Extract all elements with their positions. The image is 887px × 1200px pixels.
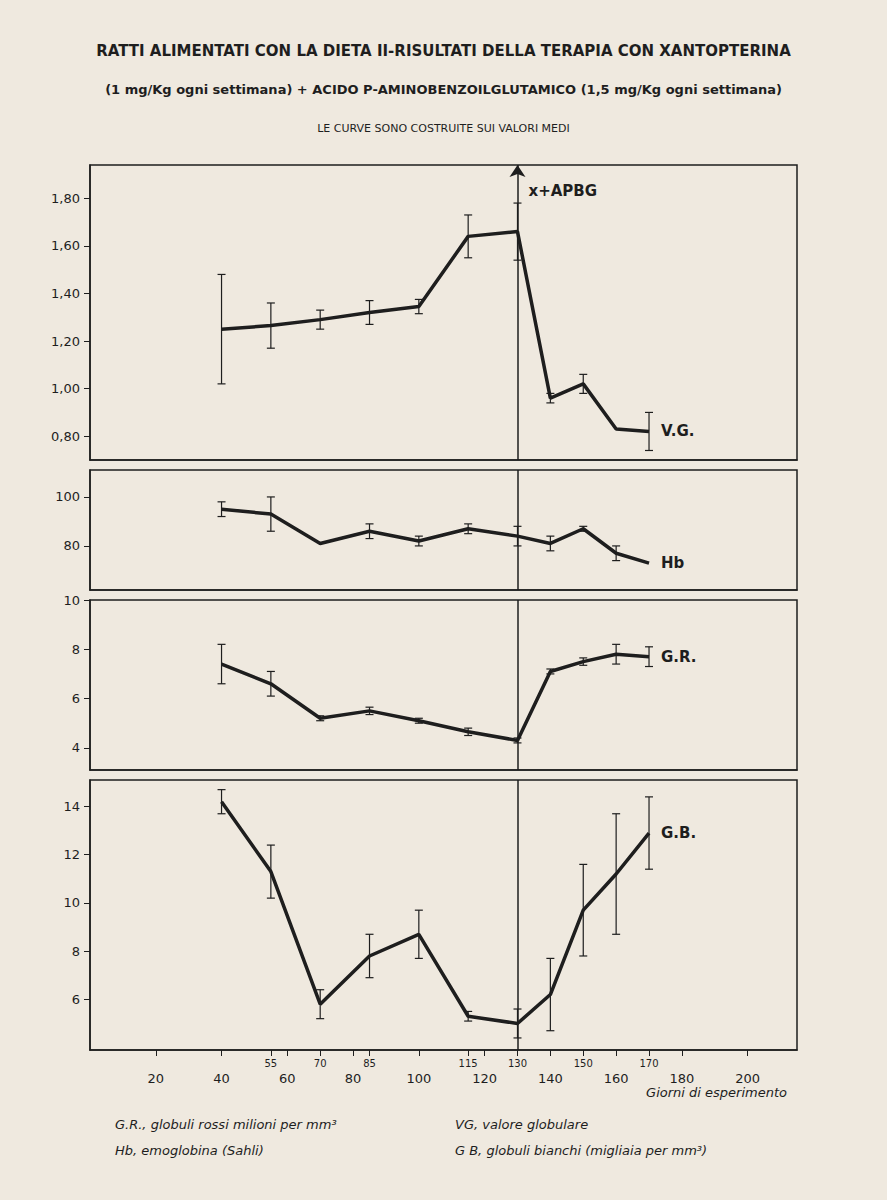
svg-text:1,00: 1,00 bbox=[51, 381, 80, 396]
svg-text:x+APBG: x+APBG bbox=[528, 182, 597, 200]
svg-text:1,20: 1,20 bbox=[51, 334, 80, 349]
svg-text:80: 80 bbox=[63, 538, 80, 553]
svg-text:(1 mg/Kg ogni settimana) + ACI: (1 mg/Kg ogni settimana) + ACIDO P-AMINO… bbox=[105, 82, 782, 97]
svg-text:200: 200 bbox=[735, 1071, 760, 1086]
svg-text:4: 4 bbox=[72, 740, 80, 755]
svg-text:VG, valore globulare: VG, valore globulare bbox=[455, 1117, 588, 1132]
svg-text:RATTI ALIMENTATI CON LA DIETA: RATTI ALIMENTATI CON LA DIETA II-RISULTA… bbox=[96, 42, 791, 60]
svg-text:100: 100 bbox=[55, 489, 80, 504]
svg-text:130: 130 bbox=[508, 1058, 527, 1069]
svg-text:G.R., globuli rossi milioni pe: G.R., globuli rossi milioni per mm³ bbox=[115, 1117, 337, 1132]
svg-text:G.R.: G.R. bbox=[661, 648, 697, 666]
svg-text:G B, globuli bianchi (migliaia: G B, globuli bianchi (migliaia per mm³) bbox=[455, 1143, 707, 1158]
svg-text:60: 60 bbox=[279, 1071, 296, 1086]
svg-text:Hb, emoglobina (Sahli): Hb, emoglobina (Sahli) bbox=[115, 1143, 264, 1158]
svg-text:120: 120 bbox=[472, 1071, 497, 1086]
svg-text:170: 170 bbox=[639, 1058, 658, 1069]
svg-text:6: 6 bbox=[72, 691, 80, 706]
svg-text:G.B.: G.B. bbox=[661, 824, 696, 842]
svg-text:140: 140 bbox=[538, 1071, 563, 1086]
svg-text:1,80: 1,80 bbox=[51, 191, 80, 206]
svg-text:40: 40 bbox=[213, 1071, 230, 1086]
svg-text:1,60: 1,60 bbox=[51, 238, 80, 253]
svg-text:6: 6 bbox=[72, 992, 80, 1007]
svg-text:14: 14 bbox=[63, 799, 80, 814]
svg-text:100: 100 bbox=[406, 1071, 431, 1086]
svg-text:Giorni di esperimento: Giorni di esperimento bbox=[646, 1085, 787, 1100]
svg-text:115: 115 bbox=[459, 1058, 478, 1069]
svg-text:8: 8 bbox=[72, 642, 80, 657]
svg-text:70: 70 bbox=[314, 1058, 327, 1069]
svg-text:85: 85 bbox=[363, 1058, 376, 1069]
svg-text:80: 80 bbox=[345, 1071, 362, 1086]
svg-text:V.G.: V.G. bbox=[661, 422, 694, 440]
svg-text:20: 20 bbox=[147, 1071, 164, 1086]
svg-text:180: 180 bbox=[669, 1071, 694, 1086]
svg-text:55: 55 bbox=[264, 1058, 277, 1069]
svg-text:0,80: 0,80 bbox=[51, 429, 80, 444]
svg-text:LE CURVE SONO COSTRUITE SUI VA: LE CURVE SONO COSTRUITE SUI VALORI MEDI bbox=[317, 122, 570, 135]
svg-text:8: 8 bbox=[72, 944, 80, 959]
svg-text:10: 10 bbox=[63, 895, 80, 910]
svg-text:10: 10 bbox=[63, 593, 80, 608]
svg-text:150: 150 bbox=[574, 1058, 593, 1069]
svg-text:160: 160 bbox=[604, 1071, 629, 1086]
svg-text:Hb: Hb bbox=[661, 554, 685, 572]
svg-text:12: 12 bbox=[63, 847, 80, 862]
svg-text:1,40: 1,40 bbox=[51, 286, 80, 301]
